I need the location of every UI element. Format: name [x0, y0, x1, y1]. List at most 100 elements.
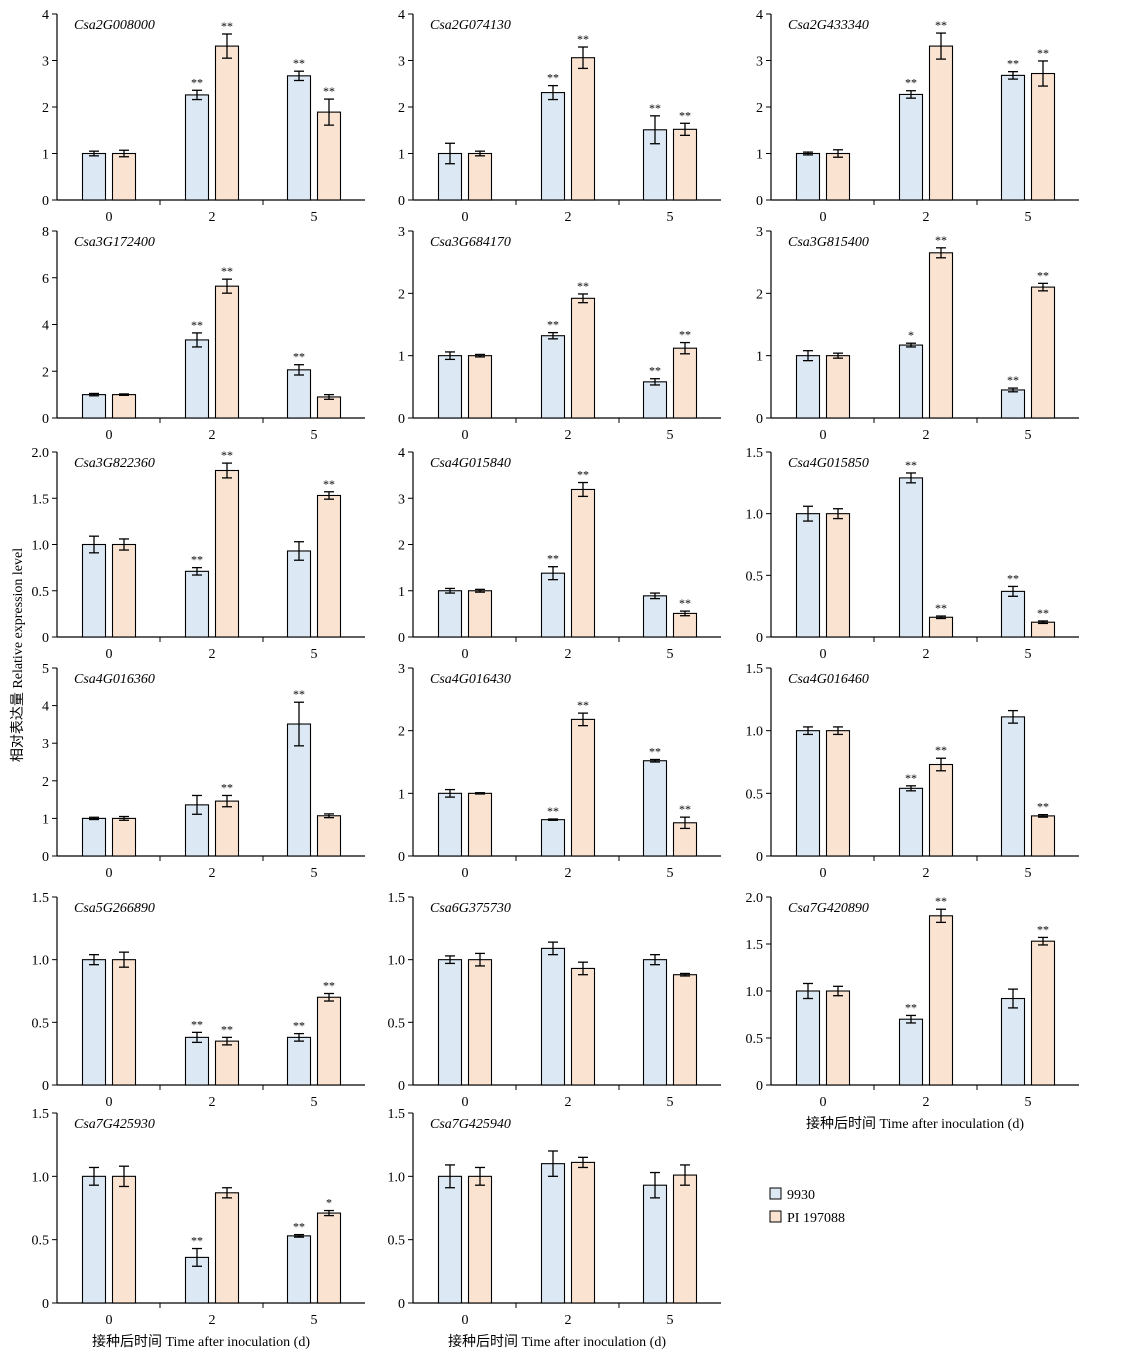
y-tick-label: 8: [42, 225, 49, 240]
x-tick-label: 0: [106, 210, 113, 225]
x-tick-label: 0: [106, 647, 113, 662]
y-tick-label: 2.0: [746, 891, 764, 906]
x-tick-label: 2: [209, 1313, 216, 1328]
bar-series-1-group-0: [825, 355, 851, 419]
x-tick-label: 2: [923, 428, 930, 443]
bar-series-0-group-2: [540, 92, 566, 201]
significance-marker: **: [905, 458, 917, 472]
x-tick-label: 2: [565, 1313, 572, 1328]
significance-marker: **: [679, 596, 691, 610]
bar-series-0-group-0: [795, 990, 821, 1086]
y-tick-label: 0: [756, 850, 763, 865]
y-tick-label: 0: [42, 631, 49, 646]
bar-series-1-group-2: [214, 45, 240, 201]
x-tick-label: 2: [923, 1095, 930, 1110]
significance-marker: **: [547, 318, 559, 332]
bar-series-1-group-2: [928, 45, 954, 201]
y-tick-label: 4: [398, 446, 405, 461]
y-tick-label: 2: [398, 101, 405, 116]
x-tick-label: 5: [667, 1095, 674, 1110]
x-tick-label: 0: [462, 1313, 469, 1328]
bar-series-0-group-0: [437, 959, 463, 1086]
bar-series-1-group-2: [214, 1192, 240, 1304]
bar-series-1-group-0: [111, 1175, 137, 1304]
x-tick-label: 5: [311, 1313, 318, 1328]
y-tick-label: 3: [42, 55, 49, 70]
bar-series-1-group-2: [928, 915, 954, 1086]
bar-series-1-group-5: [1030, 72, 1056, 201]
bar-series-1-group-2: [214, 285, 240, 419]
bar-series-1-group-0: [467, 792, 493, 857]
chart-panel-csa2g433340: 0 1 2 3 4 0 2 5 ** ** ** ** Csa2G433340: [756, 8, 1079, 225]
bar-series-0-group-5: [642, 595, 668, 638]
significance-marker: **: [547, 71, 559, 85]
y-tick-label: 1.5: [746, 938, 764, 953]
bar-series-0-group-5: [642, 381, 668, 419]
y-tick-label: 1.0: [32, 954, 50, 969]
x-tick-label: 2: [565, 1095, 572, 1110]
bar-series-1-group-2: [214, 469, 240, 638]
bar-series-0-group-0: [81, 959, 107, 1086]
y-tick-label: 1.5: [746, 446, 764, 461]
y-tick-label: 0: [398, 412, 405, 427]
bar-series-1-group-0: [825, 152, 851, 201]
bar-series-0-group-2: [898, 787, 924, 857]
x-tick-label: 0: [820, 1095, 827, 1110]
y-tick-label: 0: [756, 194, 763, 209]
panel-title: Csa7G425930: [74, 1117, 155, 1132]
significance-marker: **: [577, 698, 589, 712]
significance-marker: **: [293, 350, 305, 364]
x-tick-label: 2: [923, 210, 930, 225]
bar-series-0-group-5: [642, 760, 668, 857]
y-tick-label: 1.5: [32, 891, 50, 906]
x-tick-label: 2: [209, 1095, 216, 1110]
x-tick-label: 0: [462, 210, 469, 225]
x-tick-label: 2: [923, 866, 930, 881]
legend-label-9930: 9930: [787, 1188, 815, 1203]
significance-marker: **: [679, 108, 691, 122]
bar-series-0-group-2: [540, 572, 566, 638]
y-tick-label: 2: [42, 365, 49, 380]
bar-series-0-group-2: [898, 93, 924, 201]
bar-series-1-group-0: [111, 543, 137, 638]
bar-series-1-group-0: [111, 817, 137, 857]
y-tick-label: 1.5: [746, 662, 764, 677]
significance-marker: **: [293, 56, 305, 70]
significance-marker: **: [679, 802, 691, 816]
panel-title: Csa2G074130: [430, 18, 511, 33]
significance-marker: **: [905, 1000, 917, 1014]
panel-title: Csa6G375730: [430, 901, 511, 916]
y-tick-label: 2: [756, 101, 763, 116]
significance-marker: **: [935, 233, 947, 247]
chart-panel-csa4g016460: 0 0.5 1.0 1.5 0 2 5 ** ** ** Csa4G016460: [746, 662, 1079, 881]
panel-title: Csa3G684170: [430, 235, 511, 250]
bar-series-0-group-0: [81, 152, 107, 201]
significance-marker: **: [577, 468, 589, 482]
y-tick-label: 0: [42, 194, 49, 209]
bar-series-1-group-0: [825, 730, 851, 857]
x-tick-label: 5: [1025, 647, 1032, 662]
bar-series-0-group-2: [898, 1018, 924, 1086]
x-tick-label: 5: [1025, 1095, 1032, 1110]
y-tick-label: 3: [42, 737, 49, 752]
y-tick-label: 0: [398, 631, 405, 646]
y-tick-label: 0: [42, 850, 49, 865]
x-tick-label: 5: [667, 866, 674, 881]
x-tick-label: 5: [667, 1313, 674, 1328]
bar-series-1-group-5: [672, 347, 698, 419]
significance-marker: **: [323, 84, 335, 98]
y-tick-label: 1: [756, 350, 763, 365]
x-tick-label: 2: [565, 866, 572, 881]
y-tick-label: 0.5: [32, 1016, 50, 1031]
bar-series-1-group-2: [928, 763, 954, 857]
chart-panel-csa3g822360: 0 0.5 1.0 1.5 2.0 0 2 5 ** ** ** Csa3G822360: [32, 446, 365, 662]
bar-series-0-group-0: [437, 355, 463, 419]
bar-series-0-group-5: [1000, 997, 1026, 1086]
panel-title: Csa4G016430: [430, 672, 511, 687]
panel-title: Csa3G815400: [788, 235, 869, 250]
bar-series-0-group-0: [795, 513, 821, 638]
bar-series-0-group-0: [795, 355, 821, 419]
significance-marker: **: [649, 101, 661, 115]
y-tick-label: 0: [398, 1079, 405, 1094]
